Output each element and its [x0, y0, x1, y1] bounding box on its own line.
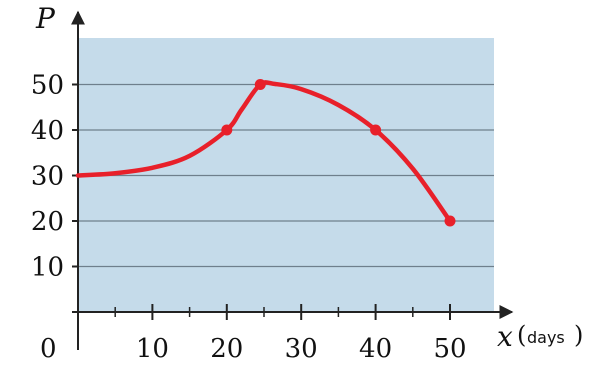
x-tick-label-40: 40 — [359, 334, 392, 364]
series-points — [221, 79, 456, 227]
origin-label: 0 — [40, 334, 57, 364]
gridlines — [78, 83, 494, 268]
x-tick-label-30: 30 — [285, 334, 318, 364]
x-tick-label-50: 50 — [433, 334, 466, 364]
x-tick-label-20: 20 — [210, 334, 243, 364]
y-axis-label: P — [35, 2, 56, 35]
data-point-24.5-50 — [254, 79, 266, 90]
x-unit-close-paren: ) — [574, 321, 583, 349]
data-point-50-20 — [444, 215, 456, 227]
y-tick-label-30: 30 — [31, 162, 64, 192]
y-tick-label-50: 50 — [31, 71, 64, 101]
data-point-20-40 — [221, 124, 233, 136]
y-tick-label-20: 20 — [31, 207, 64, 237]
tick-labels: 10 20 30 40 50 10 20 30 40 50 — [31, 71, 467, 365]
y-tick-label-40: 40 — [31, 116, 64, 146]
data-point-40-40 — [370, 124, 382, 136]
x-tick-label-10: 10 — [136, 334, 169, 364]
x-axis-label: x — [497, 320, 513, 353]
y-tick-label-10: 10 — [31, 253, 64, 283]
x-unit-open-paren: ( — [517, 321, 526, 349]
x-axis-unit: days — [527, 328, 565, 347]
